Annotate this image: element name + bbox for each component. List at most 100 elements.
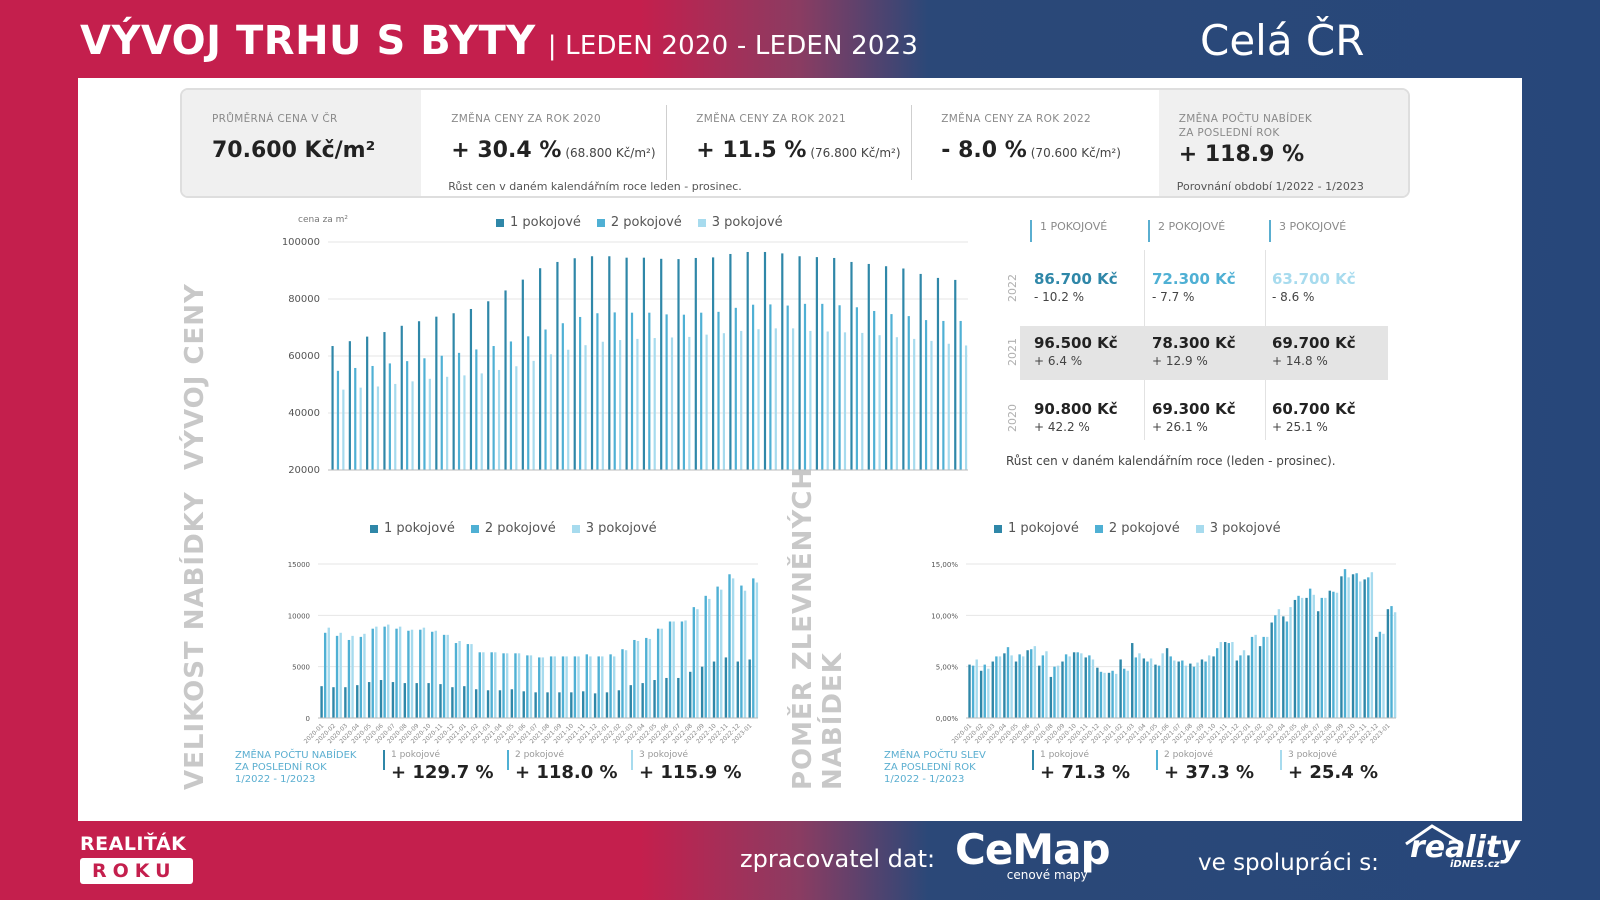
price-cell: 96.500 Kč + 6.4 %	[1034, 334, 1118, 368]
legend-label: 1 pokojové	[1008, 521, 1079, 536]
price-change: + 26.1 %	[1152, 420, 1208, 434]
stats-label-line: ZA POSLEDNÍ ROK	[235, 762, 327, 773]
stat-value: + 115.9 %	[639, 762, 742, 783]
bar-1-room	[487, 301, 490, 470]
bar-1-room	[427, 683, 430, 718]
bar-2-room	[1146, 661, 1149, 718]
legend-item-3-room: 3 pokojové	[571, 521, 657, 536]
bar-1-room	[605, 692, 609, 718]
bar-3-room	[515, 366, 518, 470]
bar-3-room	[601, 341, 604, 470]
price-value: 86.700 Kč	[1034, 270, 1118, 288]
bar-1-room	[582, 691, 585, 718]
bar-2-room	[609, 654, 612, 718]
stats-label-line: ZMĚNA POČTU SLEV	[884, 750, 986, 761]
y-tick-label: 5,00%	[936, 664, 959, 672]
bar-1-room	[570, 692, 573, 718]
bar-2-room	[704, 595, 707, 718]
kpi-extra: (68.800 Kč/m²)	[565, 146, 656, 160]
bar-3-room	[612, 656, 616, 718]
bar-2-room	[803, 303, 807, 470]
kpi-value-text: - 8.0 %	[941, 138, 1027, 163]
bar-2-room	[1274, 615, 1277, 718]
legend-item-3-room: 3 pokojové	[1195, 521, 1281, 536]
bar-3-room	[1312, 594, 1315, 718]
kpi-label: ZMĚNA POČTU NABÍDEK ZA POSLEDNÍ ROK	[1178, 113, 1313, 139]
row-year: 2020	[1006, 404, 1019, 432]
price-cell: 63.700 Kč - 8.6 %	[1272, 270, 1356, 304]
price-value: 60.700 Kč	[1272, 400, 1356, 418]
bar-1-room	[1096, 667, 1099, 718]
discount-stats-label: ZMĚNA POČTU SLEV ZA POSLEDNÍ ROK 1/2022 …	[884, 750, 1032, 786]
stats-period: 1/2022 - 1/2023	[884, 774, 965, 785]
bar-1-room	[1084, 657, 1087, 718]
bar-1-room	[498, 690, 502, 718]
bar-1-room	[991, 661, 994, 718]
legend-label: 2 pokojové	[610, 215, 682, 230]
bar-3-room	[387, 624, 390, 718]
bar-1-room	[1375, 636, 1378, 718]
kpi-value: + 11.5 % (76.800 Kč/m²)	[696, 138, 911, 163]
bar-1-room	[356, 685, 359, 718]
kpi-offers-note: Porovnání období 1/2022 - 1/2023	[1176, 180, 1364, 193]
stats-label-line: ZMĚNA POČTU NABÍDEK	[235, 750, 357, 761]
bar-2-room	[509, 341, 513, 470]
bar-1-room	[367, 682, 371, 718]
legend-item-1-room: 1 pokojové	[496, 215, 581, 230]
bar-1-room	[1200, 659, 1204, 718]
price-cell: 72.300 Kč - 7.7 %	[1152, 270, 1236, 304]
bar-3-room	[1393, 612, 1397, 718]
bar-2-room	[1076, 652, 1079, 718]
bar-1-room	[936, 277, 940, 470]
bar-3-room	[636, 338, 639, 470]
bar-2-room	[1204, 661, 1207, 718]
bar-1-room	[1072, 652, 1076, 718]
bar-3-room	[1277, 609, 1281, 718]
bar-2-room	[354, 367, 357, 470]
bar-3-room	[619, 340, 622, 470]
bar-3-room	[1254, 634, 1257, 718]
bar-3-room	[670, 337, 674, 470]
y-tick-label: 60000	[288, 351, 320, 362]
stat-color-bar	[383, 750, 385, 770]
cemap-logo: CeMap cenové mapy	[955, 828, 1111, 883]
bar-1-room	[451, 687, 454, 718]
bar-3-room	[1091, 659, 1095, 718]
bar-3-room	[1080, 653, 1083, 718]
legend-label: 3 pokojové	[1209, 521, 1281, 536]
bar-2-room	[1390, 606, 1393, 718]
bar-1-room	[510, 689, 514, 718]
legend-item-1-room: 1 pokojové	[994, 521, 1079, 536]
bar-3-room	[553, 656, 556, 718]
legend-item-2-room: 2 pokojové	[1094, 521, 1180, 536]
bar-1-room	[486, 690, 490, 718]
discounts-legend: 1 pokojové 2 pokojové 3 pokojové	[994, 521, 1281, 536]
bar-2-room	[388, 363, 391, 470]
legend-swatch	[571, 524, 580, 533]
legend-label: 1 pokojové	[510, 215, 581, 230]
bar-1-room	[625, 257, 628, 470]
logo-text: REALIŤÁK	[80, 833, 187, 855]
discounts-section-title: POMĚR ZLEVNĚNÝCH NABÍDEK	[788, 467, 848, 790]
offers-stat-1-room: 1 pokojové + 129.7 %	[383, 750, 507, 783]
bar-3-room	[987, 668, 990, 718]
bar-3-room	[684, 620, 687, 718]
stat-color-bar	[1280, 750, 1282, 770]
bar-2-room	[597, 656, 600, 718]
bar-1-room	[1340, 576, 1343, 718]
bar-1-room	[344, 687, 347, 718]
price-change: + 14.8 %	[1272, 354, 1328, 368]
price-change: + 42.2 %	[1034, 420, 1090, 434]
bar-1-room	[748, 659, 751, 718]
bar-1-room	[653, 680, 656, 718]
bar-2-room	[717, 311, 720, 470]
bar-1-room	[415, 683, 418, 718]
legend-item-2-room: 2 pokojové	[596, 215, 682, 230]
bar-2-room	[1157, 665, 1161, 718]
bar-3-room	[422, 627, 426, 718]
bar-1-room	[694, 257, 697, 470]
bar-3-room	[339, 632, 342, 718]
bar-3-room	[1335, 592, 1339, 718]
bar-1-room	[1131, 643, 1134, 718]
bar-3-room	[1068, 656, 1071, 718]
